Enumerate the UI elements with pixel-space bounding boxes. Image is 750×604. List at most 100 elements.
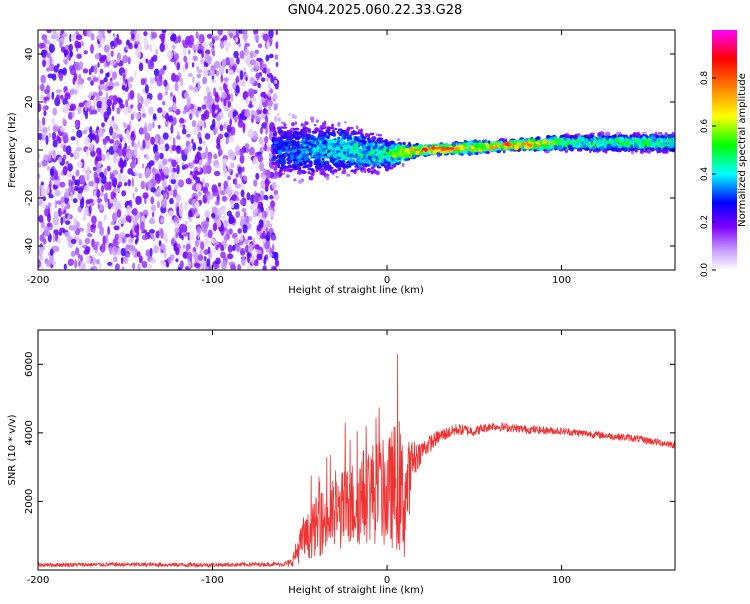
heatmap-cell [266, 68, 271, 74]
heatmap-cell [96, 198, 103, 203]
heatmap-cell [243, 175, 248, 182]
heatmap-cell [252, 202, 259, 207]
heatmap-cell [217, 148, 223, 156]
heatmap-cell [125, 215, 132, 223]
heatmap-cell [46, 30, 52, 34]
heatmap-cell [254, 65, 260, 70]
heatmap-cell [121, 266, 125, 270]
heatmap-cell [85, 246, 91, 253]
heatmap-cell [240, 182, 244, 193]
heatmap-cell [210, 92, 214, 97]
heatmap-cell [186, 98, 191, 109]
heatmap-cell [249, 59, 256, 66]
heatmap-cell [243, 211, 247, 217]
heatmap-cell [188, 209, 193, 218]
heatmap-cell [47, 165, 50, 171]
heatmap-cell [129, 42, 133, 50]
heatmap-cell [315, 168, 319, 173]
heatmap-cell [172, 189, 178, 195]
heatmap-cell [654, 131, 658, 135]
heatmap-cell [255, 115, 261, 123]
heatmap-cell [89, 91, 94, 96]
heatmap-cell [645, 135, 649, 139]
heatmap-cell [276, 136, 281, 142]
heatmap-cell [281, 172, 286, 175]
heatmap-cell [60, 143, 64, 149]
heatmap-cell [101, 122, 105, 128]
heatmap-cell [125, 44, 129, 51]
heatmap-cell [249, 205, 255, 210]
heatmap-cell [141, 234, 149, 241]
heatmap-cell [242, 223, 248, 234]
heatmap-cell [182, 65, 186, 73]
heatmap-cell [77, 41, 82, 49]
heatmap-cell [169, 197, 174, 205]
heatmap-cell [233, 237, 239, 245]
heatmap-cell [135, 112, 141, 120]
heatmap-cell [98, 150, 102, 159]
heatmap-cell [194, 201, 200, 208]
heatmap-cell [99, 262, 102, 270]
heatmap-cell [380, 142, 386, 145]
heatmap-cell [187, 72, 193, 78]
heatmap-cell [236, 57, 240, 65]
heatmap-cell [152, 121, 155, 129]
heatmap-cell [78, 261, 81, 267]
heatmap-cell [150, 30, 156, 33]
heatmap-cell [235, 84, 240, 93]
heatmap-cell [294, 121, 298, 125]
heatmap-cell [150, 204, 156, 212]
heatmap-cell [70, 35, 75, 41]
heatmap-cell [256, 250, 262, 255]
heatmap-cell [84, 237, 91, 245]
heatmap-cell [41, 116, 46, 126]
heatmap-cell [59, 181, 66, 188]
heatmap-cell [145, 140, 151, 150]
heatmap-cell [157, 200, 160, 209]
heatmap-cell [86, 166, 91, 176]
heatmap-cell [589, 150, 592, 153]
heatmap-cell [132, 192, 135, 200]
heatmap-cell [265, 115, 269, 124]
heatmap-cell [53, 126, 59, 132]
heatmap-cell [44, 230, 51, 237]
heatmap-cell [233, 202, 240, 210]
heatmap-cell [261, 238, 267, 243]
heatmap-cell [239, 173, 243, 180]
heatmap-cell [369, 132, 375, 136]
heatmap-cell [205, 62, 209, 67]
heatmap-cell [182, 110, 187, 115]
heatmap-cell [117, 128, 120, 134]
heatmap-cell [46, 222, 52, 227]
heatmap-cell [221, 260, 227, 270]
heatmap-cell [235, 150, 240, 156]
heatmap-cell [140, 78, 145, 86]
heatmap-cell [219, 40, 225, 49]
heatmap-cell [126, 205, 132, 215]
heatmap-cell [255, 72, 261, 79]
heatmap-cell [67, 214, 71, 221]
heatmap-cell [88, 205, 92, 215]
heatmap-cell [273, 265, 277, 270]
heatmap-cell [47, 202, 52, 208]
heatmap-cell [280, 121, 285, 124]
heatmap-cell [326, 129, 329, 134]
heatmap-cell [114, 200, 121, 209]
heatmap-cell [371, 153, 376, 159]
heatmap-cell [188, 143, 192, 152]
heatmap-cell [137, 154, 141, 163]
heatmap-cell [97, 202, 100, 210]
heatmap-cell [267, 99, 273, 107]
heatmap-cell [110, 40, 115, 47]
heatmap-cell [238, 80, 245, 86]
heatmap-cell [481, 139, 486, 144]
heatmap-cell [130, 113, 134, 121]
heatmap-cell [657, 132, 663, 135]
heatmap-cell [239, 50, 245, 59]
heatmap-cell [261, 174, 267, 180]
heatmap-cell [286, 174, 290, 178]
heatmap-cell [239, 247, 246, 256]
heatmap-cell [189, 231, 195, 241]
heatmap-cell [196, 73, 202, 79]
heatmap-cell [162, 132, 169, 140]
